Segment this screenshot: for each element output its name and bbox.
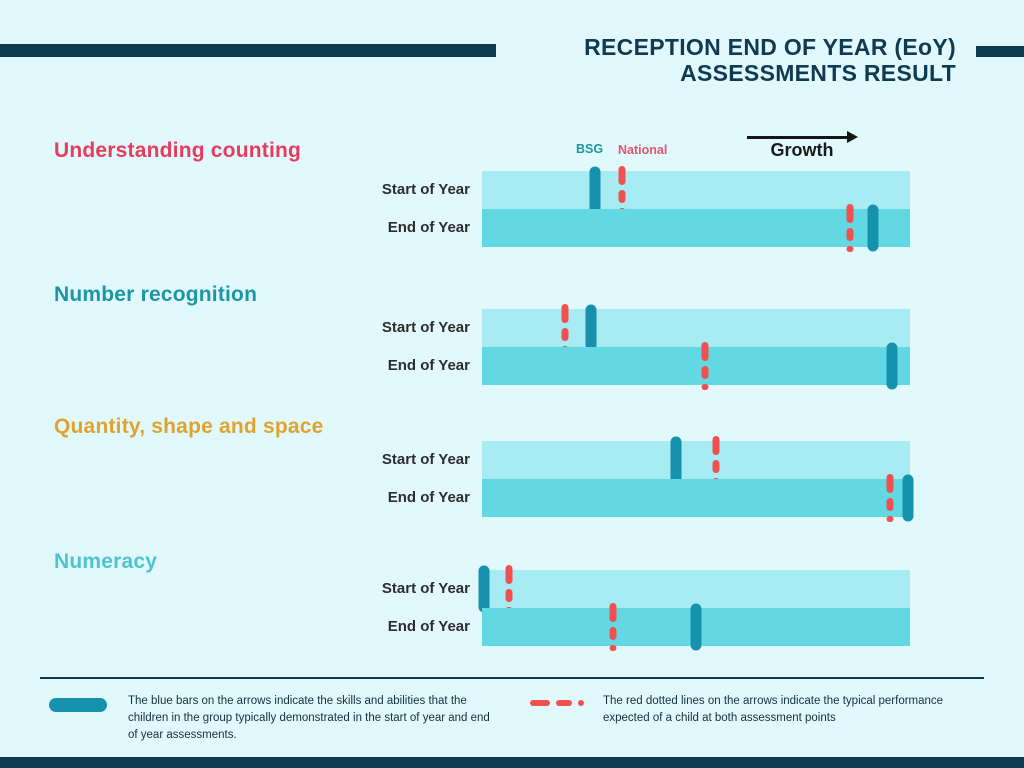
- growth-arrow-line: [747, 136, 847, 139]
- bsg-marker: [867, 204, 879, 252]
- row-label-start: Start of Year: [381, 580, 470, 597]
- row-label-end: End of Year: [387, 357, 470, 374]
- chart-group-quantity-shape-space: Start of Year End of Year: [0, 436, 1024, 522]
- bsg-series-label: BSG: [576, 142, 604, 156]
- blue-bar-legend-text: The blue bars on the arrows indicate the…: [128, 695, 490, 741]
- end-of-year-bar: [482, 474, 914, 522]
- bsg-marker: [478, 565, 490, 613]
- page-title: RECEPTION END OF YEAR (EoY) ASSESSMENTS …: [436, 34, 956, 86]
- row-label-end: End of Year: [387, 618, 470, 635]
- section-title-number-recognition: Number recognition: [54, 283, 258, 306]
- national-marker: [712, 436, 720, 484]
- national-marker: [505, 565, 513, 613]
- row-label-end: End of Year: [387, 489, 470, 506]
- start-of-year-bar: [482, 436, 910, 484]
- footer-divider-line: [40, 677, 984, 679]
- start-of-year-bar: [482, 166, 910, 214]
- bsg-marker: [902, 474, 914, 522]
- growth-arrow-head-icon: [847, 131, 858, 143]
- end-of-year-bar: [482, 204, 910, 252]
- chart-group-numeracy: Start of Year End of Year: [0, 565, 1024, 651]
- national-marker: [701, 342, 709, 390]
- chart-group-number-recognition: Start of Year End of Year: [0, 304, 1024, 390]
- top-divider-bar-left: [0, 44, 496, 57]
- row-label-start: Start of Year: [381, 451, 470, 468]
- page-title-line2: ASSESSMENTS RESULT: [680, 60, 956, 86]
- national-series-label: National: [618, 143, 668, 157]
- section-title-understanding-counting: Understanding counting: [54, 139, 302, 162]
- chart-group-understanding-counting: Start of Year End of Year: [0, 166, 1024, 252]
- row-label-end: End of Year: [387, 219, 470, 236]
- growth-axis-label: Growth: [770, 140, 834, 160]
- start-of-year-bar: [482, 304, 910, 352]
- national-marker: [886, 474, 894, 522]
- bsg-marker: [690, 603, 702, 651]
- end-of-year-bar: [482, 342, 910, 390]
- blue-bar-legend-swatch: [49, 698, 107, 712]
- national-marker: [609, 603, 617, 651]
- page-title-line1: RECEPTION END OF YEAR (EoY): [584, 34, 956, 60]
- bsg-marker: [589, 166, 601, 214]
- national-marker: [618, 166, 626, 214]
- row-label-start: Start of Year: [381, 319, 470, 336]
- bsg-marker: [886, 342, 898, 390]
- red-dotted-legend-text: The red dotted lines on the arrows indic…: [603, 695, 944, 724]
- row-label-start: Start of Year: [381, 181, 470, 198]
- bsg-marker: [670, 436, 682, 484]
- top-divider-bar-right: [976, 46, 1024, 57]
- end-of-year-bar: [482, 603, 910, 651]
- section-title-numeracy: Numeracy: [54, 550, 158, 573]
- red-dotted-legend-swatch: [530, 700, 584, 706]
- bsg-marker: [585, 304, 597, 352]
- start-of-year-bar: [478, 565, 910, 613]
- section-title-quantity-shape-space: Quantity, shape and space: [54, 415, 324, 438]
- bottom-divider-bar: [0, 757, 1024, 768]
- national-marker: [846, 204, 854, 252]
- national-marker: [561, 304, 569, 352]
